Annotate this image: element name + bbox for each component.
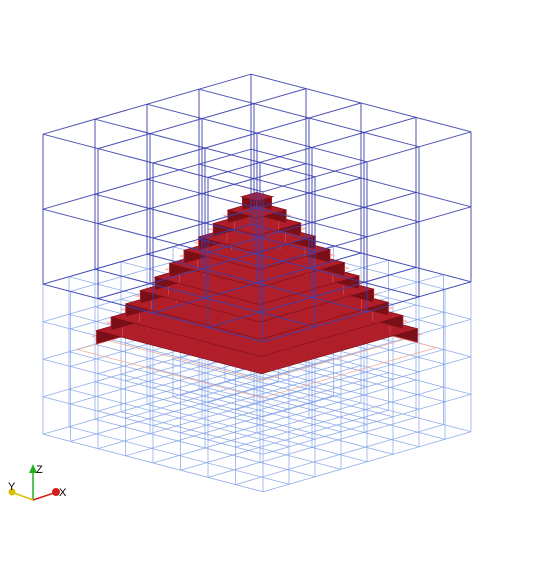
orientation-axes-widget: Z X Y [8,464,67,501]
x-axis-label: X [59,487,67,499]
fine-grid-line [180,409,389,471]
fine-grid-line [235,386,444,448]
x-axis-line [32,492,55,501]
fine-grid-line [120,373,342,433]
x-axis-arrow [52,488,60,496]
fine-grid-line [68,388,290,448]
outer-grid-front [42,73,472,343]
fine-grid-line [235,349,444,410]
fine-grid-line [68,351,290,410]
y-axis-arrow [8,488,16,496]
refined-pyramid-mesh [76,191,438,399]
z-axis-arrow [29,464,37,473]
y-axis-line [13,492,34,501]
fine-grid-line [235,424,444,485]
y-axis-label: Y [8,481,16,493]
z-axis-label: Z [36,464,43,476]
fine-grid-line [68,426,290,485]
fine-grid-line [120,411,342,470]
fine-grid-line [180,372,389,434]
